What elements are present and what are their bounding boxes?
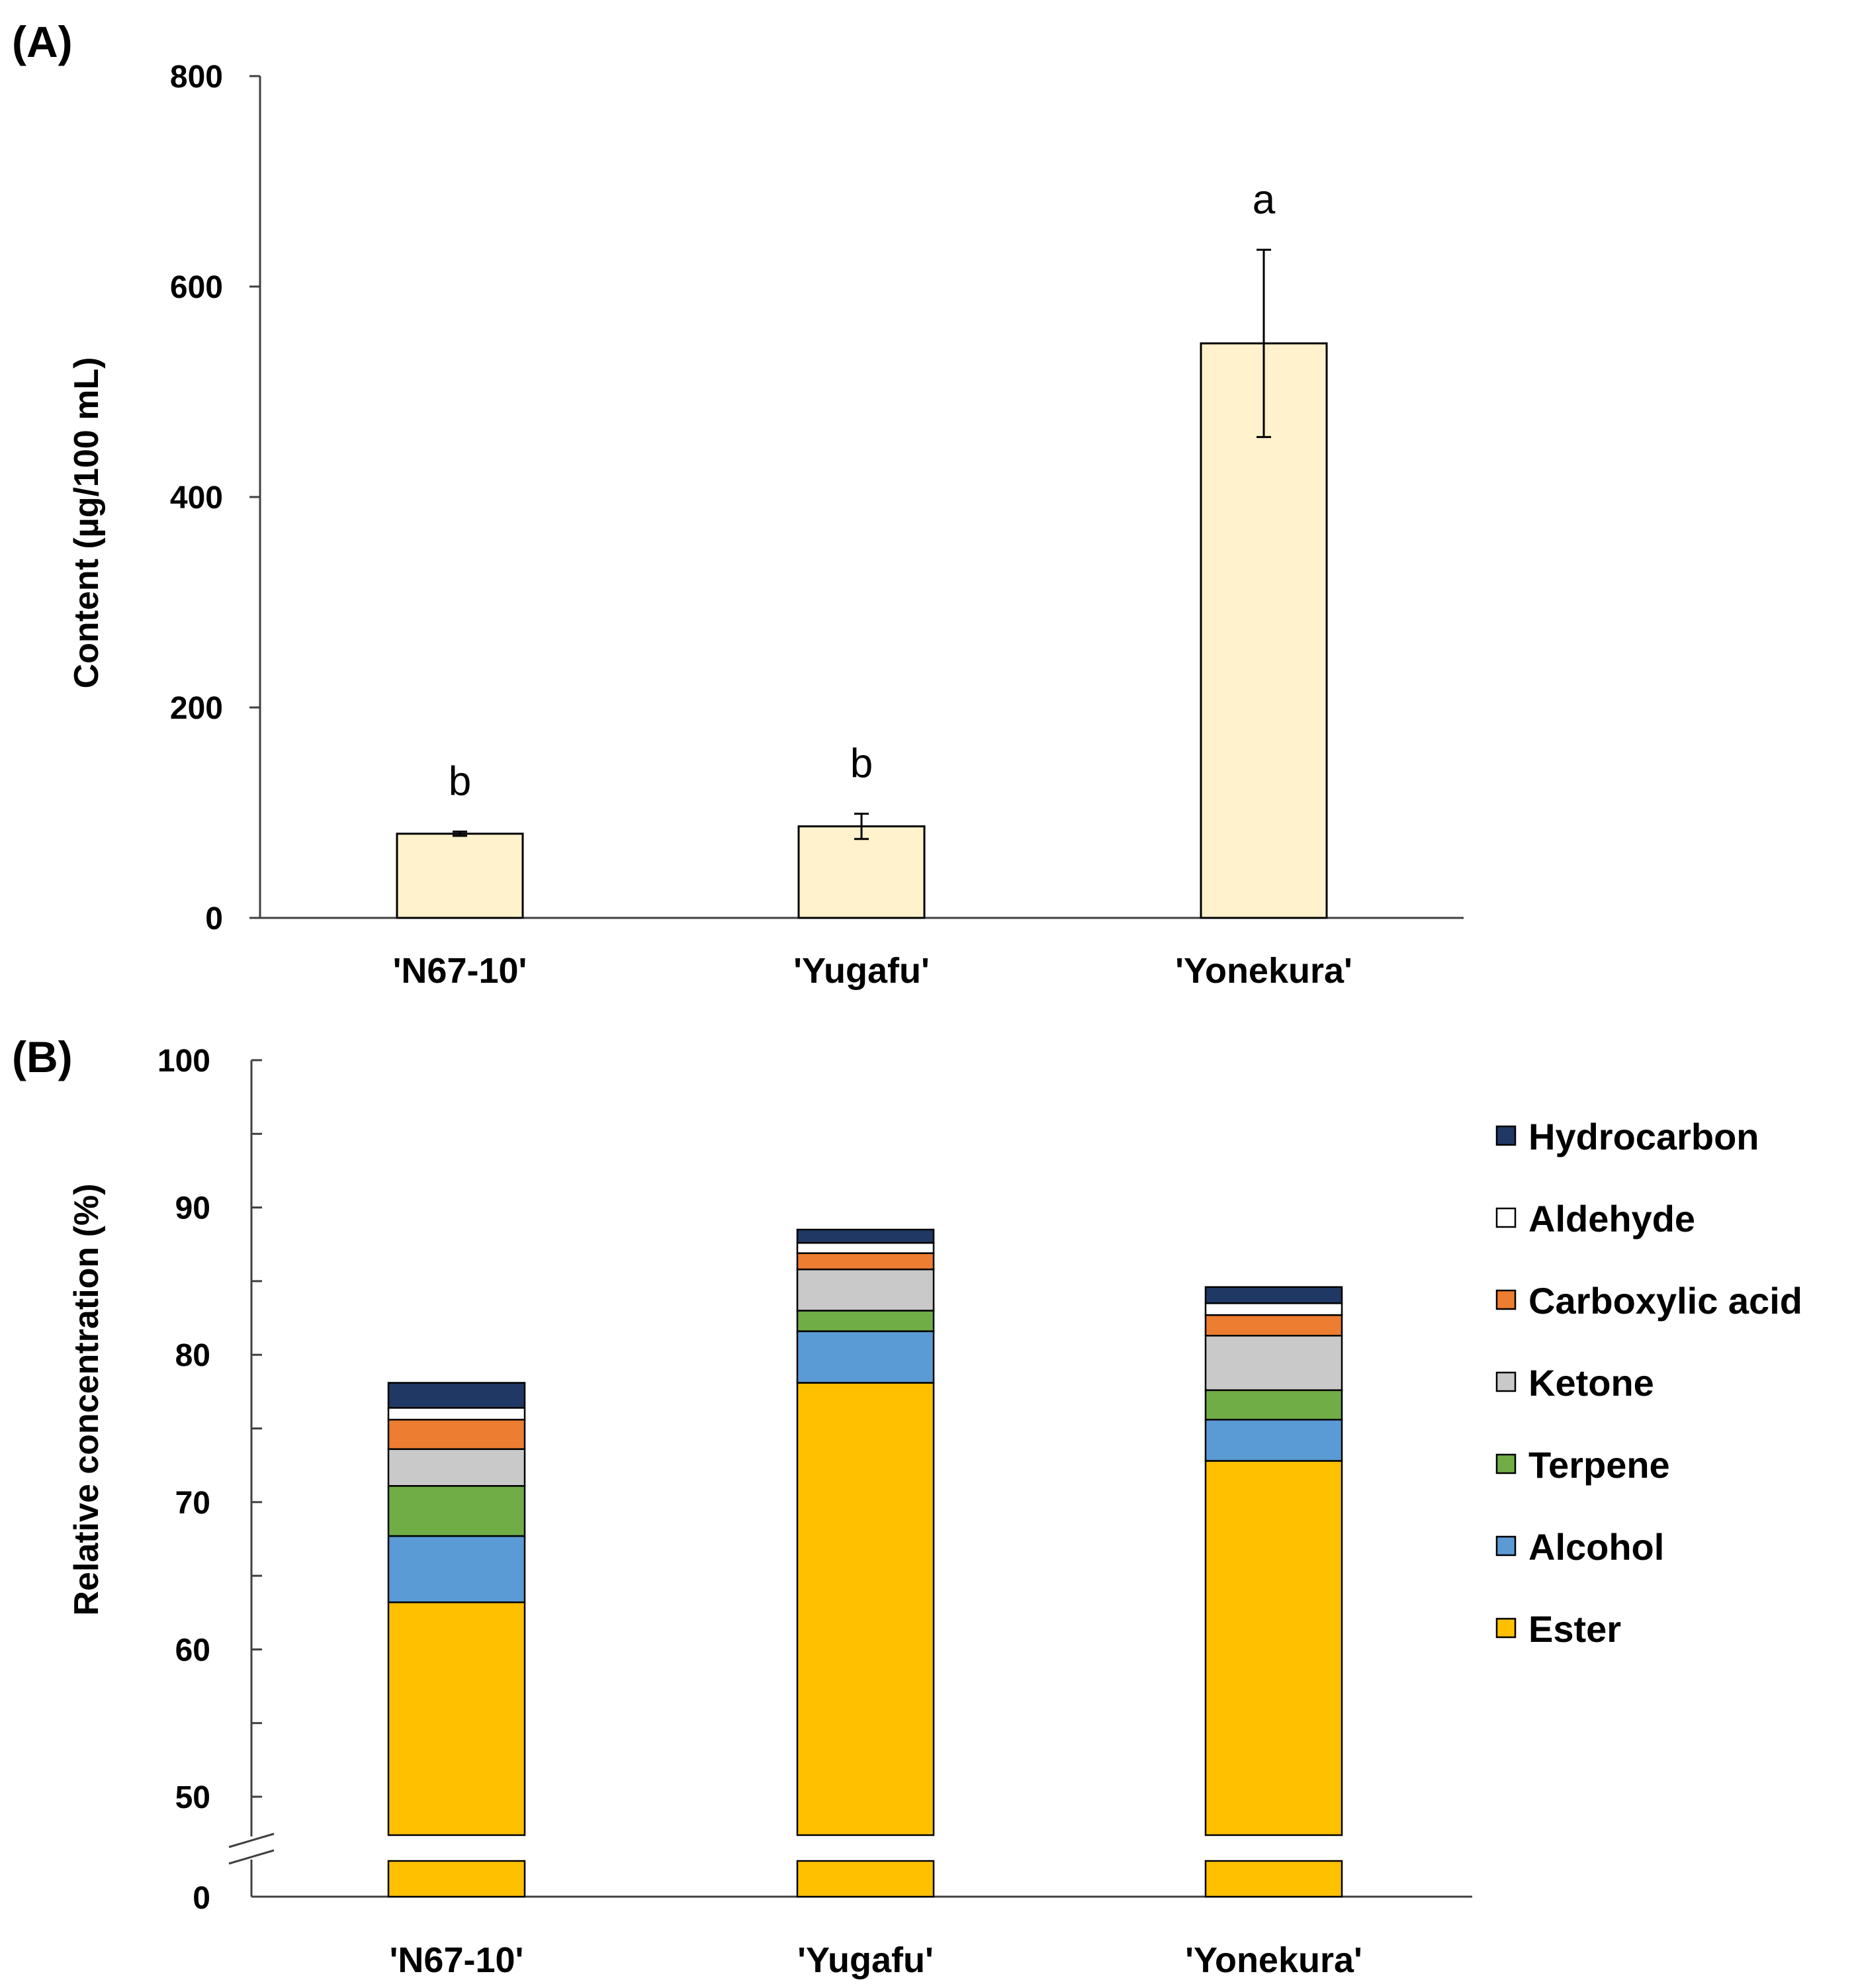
significance-letter: b <box>850 741 873 787</box>
legend-label: Terpene <box>1528 1444 1670 1486</box>
legend-label: Hydrocarbon <box>1528 1116 1759 1157</box>
chart-a-y-axis-title: Content (µg/100 mL) <box>67 357 106 689</box>
y-tick-label: 200 <box>170 691 223 726</box>
stacked-segment <box>796 1330 935 1384</box>
stacked-segment-base <box>796 1860 935 1898</box>
x-category-label: 'Yugafu' <box>797 1940 934 1980</box>
legend-swatch <box>1495 1453 1517 1474</box>
stacked-segment <box>387 1407 526 1421</box>
stacked-segment <box>796 1268 935 1312</box>
chart-b-legend: Hydrocarbon Aldehyde Carboxylic acid Ketone… <box>1495 1116 1802 1650</box>
stacked-segment <box>1204 1418 1343 1462</box>
legend-label: Aldehyde <box>1528 1198 1695 1240</box>
stacked-segment <box>1204 1314 1343 1337</box>
x-category-label: 'Yugafu' <box>793 951 930 991</box>
x-category-label: 'N67-10' <box>390 1940 524 1980</box>
legend-label: Ester <box>1528 1608 1621 1650</box>
y-tick-label: 0 <box>205 901 223 936</box>
chart-b: 0 50 60 70 80 90 100 'N67-10' 'Yugafu' 'Yonekura' <box>157 1044 1472 1980</box>
y-tick-label: 0 <box>193 1881 210 1916</box>
legend-swatch <box>1495 1371 1517 1392</box>
legend-label: Carboxylic acid <box>1528 1280 1802 1322</box>
y-tick-label: 70 <box>175 1486 210 1521</box>
stacked-segment <box>796 1242 935 1254</box>
y-tick-label: 100 <box>157 1044 210 1079</box>
stacked-segment <box>1204 1460 1343 1836</box>
x-category-label: 'Yonekura' <box>1185 1940 1362 1980</box>
x-category-label: 'N67-10' <box>393 951 527 991</box>
significance-letter: b <box>449 759 471 805</box>
legend-swatch <box>1495 1207 1517 1228</box>
legend-swatch <box>1495 1289 1517 1310</box>
y-tick-label: 90 <box>175 1191 210 1226</box>
bar <box>396 833 524 919</box>
stacked-segment <box>1204 1302 1343 1316</box>
legend-swatch <box>1495 1535 1517 1557</box>
x-category-label: 'Yonekura' <box>1175 951 1352 991</box>
stacked-segment <box>387 1601 526 1836</box>
axis-break-gap <box>386 1836 527 1860</box>
stacked-segment-base <box>1204 1860 1343 1898</box>
panel-b-label: (B) <box>12 1032 73 1081</box>
stacked-segment <box>387 1448 526 1487</box>
legend-swatch <box>1495 1617 1517 1639</box>
y-tick-label: 400 <box>170 480 223 516</box>
stacked-segment <box>387 1535 526 1604</box>
chart-b-y-axis-title: Relative concentration (%) <box>67 1183 106 1615</box>
legend-label: Alcohol <box>1528 1526 1664 1568</box>
panel-a-label: (A) <box>12 17 73 66</box>
y-tick-label: 600 <box>170 270 223 305</box>
legend-label: Ketone <box>1528 1362 1654 1404</box>
stacked-segment <box>796 1310 935 1332</box>
stacked-segment <box>1204 1286 1343 1304</box>
y-tick-label: 80 <box>175 1338 210 1373</box>
significance-letter: a <box>1253 177 1276 222</box>
stacked-segment <box>387 1485 526 1537</box>
bar <box>797 825 926 919</box>
axis-break-gap <box>795 1836 936 1860</box>
stacked-segment <box>387 1418 526 1450</box>
chart-a: 0 200 400 600 800 b 'N67-10' b 'Yugafu' a 'Yonekur… <box>170 60 1464 991</box>
stacked-segment <box>796 1228 935 1244</box>
bar <box>1200 342 1328 919</box>
y-tick-label: 800 <box>170 60 223 95</box>
stacked-segment <box>1204 1335 1343 1391</box>
axis-break-mark <box>228 1832 275 1848</box>
legend-swatch <box>1495 1125 1517 1146</box>
stacked-segment <box>1204 1389 1343 1421</box>
stacked-segment-base <box>387 1860 526 1898</box>
axis-break-mark <box>228 1849 275 1865</box>
stacked-segment <box>796 1252 935 1271</box>
y-tick-label: 50 <box>175 1780 210 1815</box>
y-tick-label: 60 <box>175 1633 210 1668</box>
axis-break-gap <box>1204 1836 1344 1860</box>
stacked-segment <box>387 1382 526 1409</box>
stacked-segment <box>796 1382 935 1836</box>
